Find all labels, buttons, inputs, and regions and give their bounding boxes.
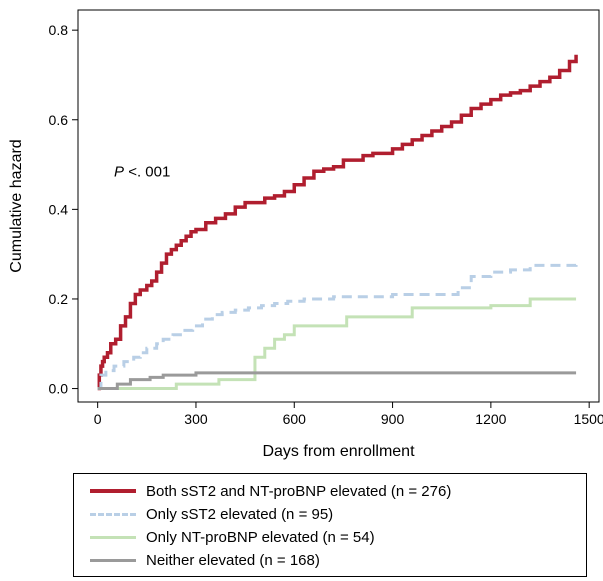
y-axis-label: Cumulative hazard [8,139,25,272]
legend: Both sST2 and NT-proBNP elevated (n = 27… [73,473,587,577]
legend-label-ntprobnp: Only NT-proBNP elevated (n = 54) [146,528,375,546]
plot-frame [77,9,600,403]
y-tick-label: 0.6 [49,112,69,128]
y-tick-label: 0.2 [49,291,69,307]
series-layer [97,54,578,391]
series-line-both [97,54,578,391]
x-axis-label: Days from enrollment [262,443,415,460]
x-tick-label: 1200 [475,411,506,427]
legend-item-both: Both sST2 and NT-proBNP elevated (n = 27… [90,480,451,502]
x-tick-label: 300 [184,411,208,427]
p-value-text: <. 001 [124,163,170,180]
x-tick-label: 600 [283,411,307,427]
legend-swatch-ntprobnp [90,535,136,539]
y-tick-label: 0.4 [49,201,69,217]
legend-swatch-neither [90,558,136,562]
legend-label-sst2: Only sST2 elevated (n = 95) [146,505,334,523]
legend-label-neither: Neither elevated (n = 168) [146,551,320,569]
series-line-sst2 [97,263,578,391]
legend-item-sst2: Only sST2 elevated (n = 95) [90,503,333,525]
x-tick-label: 0 [94,411,102,427]
series-line-neither [97,371,577,391]
x-tick-label: 900 [381,411,405,427]
legend-item-neither: Neither elevated (n = 168) [90,549,320,571]
axes: 0 300 600 900 1200 1500 0.0 0.2 0.4 0.6 0.8 [49,22,603,427]
p-value-annotation: P <. 001 [114,163,170,180]
legend-swatch-sst2 [90,512,136,516]
legend-swatch-both [90,489,136,493]
legend-label-both: Both sST2 and NT-proBNP elevated (n = 27… [146,482,452,500]
p-value-italic: P [114,163,124,180]
chart-canvas: 0 300 600 900 1200 1500 0.0 0.2 0.4 0.6 0.8 P <. 0… [8,9,603,460]
y-tick-label: 0.8 [49,22,69,38]
y-tick-label: 0.0 [49,381,69,397]
series-line-ntprobnp [97,297,577,391]
x-tick-label: 1500 [574,411,603,427]
legend-item-ntprobnp: Only NT-proBNP elevated (n = 54) [90,526,375,548]
